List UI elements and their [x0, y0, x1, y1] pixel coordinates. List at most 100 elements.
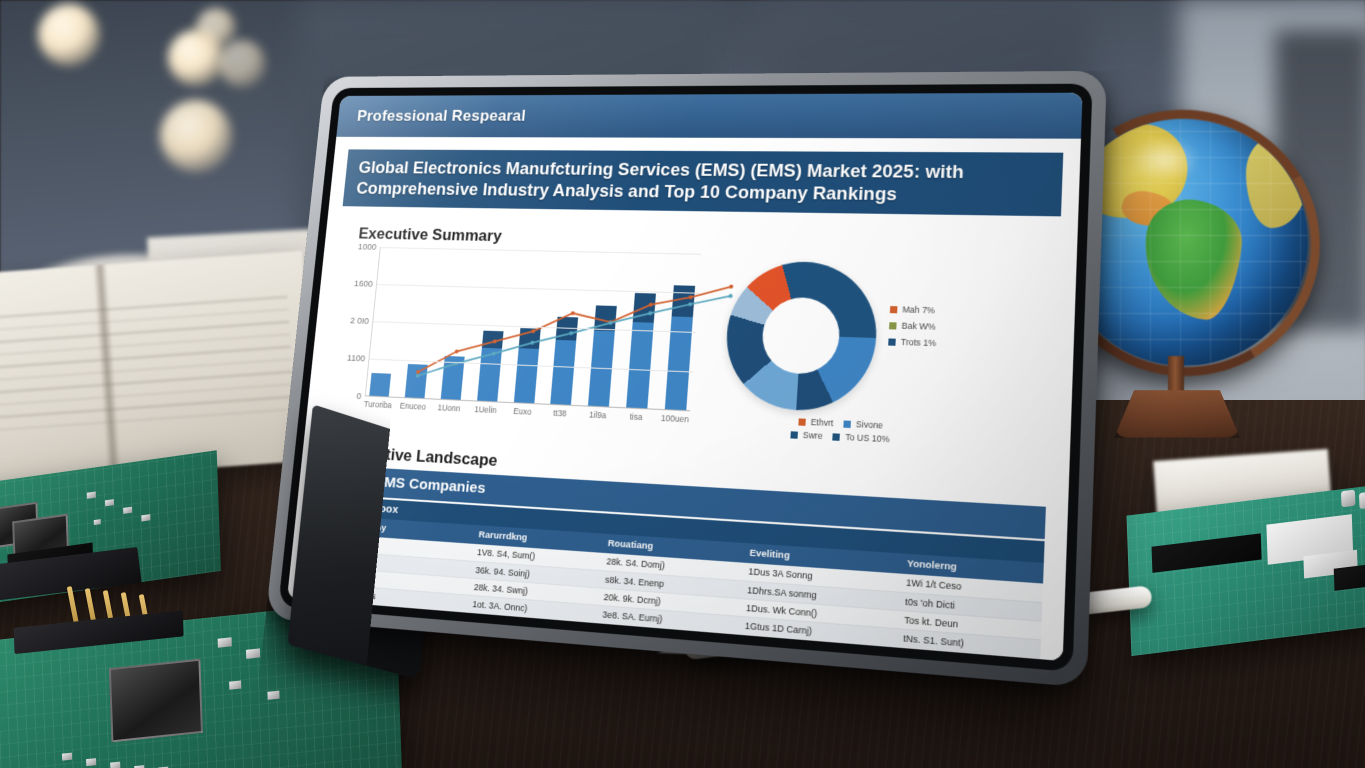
- legend-swatch: [889, 322, 897, 329]
- bar-chart-plot-area: [365, 247, 702, 411]
- smd-component: [87, 492, 96, 499]
- tablet-screen[interactable]: Professional Respearal Global Electronic…: [287, 93, 1083, 661]
- donut-chart: Mah 7% Bak W% Trots 1% Ethvrt Sivone Swre To …: [698, 254, 1006, 457]
- legend-swatch: [833, 433, 841, 441]
- table-body: 1. Ruotonos1V8. S4, Sum()28k. S4. Domj)1…: [299, 533, 1043, 661]
- table-cell: 1Wi 1/t Ceso: [897, 574, 1043, 603]
- legend-swatch: [790, 431, 798, 438]
- bar: [369, 373, 391, 397]
- table-column-header: Yonolerng: [898, 553, 1044, 583]
- smd-component: [229, 681, 241, 690]
- y-tick-label: 0: [356, 391, 362, 402]
- legend-label: Sivone: [856, 419, 884, 431]
- legend-swatch: [888, 338, 896, 345]
- y-tick-label: 1000: [358, 242, 377, 252]
- legend-swatch: [890, 306, 898, 313]
- y-tick-label: 1600: [354, 278, 373, 289]
- legend-label: Swre: [803, 430, 823, 441]
- legend-swatch: [843, 420, 851, 428]
- table-cell: 1Gtus 1D Carnj): [736, 616, 895, 647]
- legend-label: Ethvrt: [810, 417, 833, 428]
- legend-item: Swre: [790, 429, 823, 441]
- charts-row: 011002 0I016001000 TuroribaEnuceo1Uonn1U…: [321, 246, 1057, 466]
- tablet-device[interactable]: Professional Respearal Global Electronic…: [258, 62, 1098, 662]
- smd-component: [110, 762, 120, 768]
- smd-component: [141, 514, 150, 521]
- top10-companies-table: Rank / CompanyRarurrdkngRouatiangEveliti…: [299, 514, 1044, 661]
- line-marker: [492, 352, 496, 356]
- top10-table-block: Top 10 EMS Companies Feture Curloox Rank…: [299, 465, 1046, 661]
- line-marker: [530, 341, 534, 345]
- legend-swatch: [798, 418, 806, 425]
- legend-label: Bak W%: [901, 321, 936, 332]
- globe-base: [1114, 390, 1240, 438]
- table-cell: Teo. 0B. Sleot): [893, 648, 1040, 662]
- table-cell: 1Soas.0B Conn(): [735, 635, 894, 661]
- table-cell: t0s 'oh Dicti: [896, 592, 1042, 622]
- donut-legend-bottom: Ethvrt Sivone Swre To US 10%: [728, 413, 956, 451]
- table-cell: 1Dus. Wk Conn(): [737, 598, 896, 629]
- bokeh-light: [38, 4, 100, 66]
- smd-component: [218, 637, 232, 647]
- bokeh-light: [172, 112, 216, 156]
- legend-row: Ethvrt Sivone: [729, 413, 956, 434]
- legend-item: Bak W%: [889, 320, 937, 332]
- app-header-bar: Professional Respearal: [336, 93, 1082, 139]
- line-marker: [688, 295, 692, 299]
- notebook-ruled-lines: [0, 296, 297, 457]
- x-tick-label: Enuceo: [399, 401, 427, 412]
- legend-label: To US 10%: [845, 432, 890, 444]
- table-cell: 289. 3A. Soling: [591, 641, 735, 661]
- table-cell: 28k. S4. Domj): [598, 553, 741, 580]
- table-cell: 1Jaeo 2B. Corm(): [734, 653, 894, 661]
- line-marker: [569, 331, 573, 335]
- table-cell: 20k. 9k. Dcrnj): [595, 588, 738, 617]
- x-tick-label: 1Uonn: [435, 403, 463, 414]
- bar-segment-lower: [369, 373, 391, 397]
- line-series-path: [418, 288, 731, 389]
- table-cell: tNs. S1. Sunt): [894, 629, 1041, 660]
- y-tick-label: 1100: [347, 353, 366, 364]
- legend-item: Mah 7%: [890, 304, 938, 316]
- line-marker: [416, 374, 420, 378]
- line-marker: [648, 311, 652, 315]
- x-tick-label: tisa: [621, 411, 651, 422]
- x-tick-label: 1il9a: [583, 410, 612, 421]
- x-tick-label: tt38: [545, 408, 574, 419]
- main-processor-chip: [109, 659, 203, 743]
- line-marker: [493, 339, 497, 343]
- x-tick-label: Euxo: [508, 406, 537, 417]
- x-tick-label: Turoriba: [364, 399, 392, 410]
- table-cell: Spk. S1. Bwp0: [592, 623, 736, 653]
- y-tick-label: 2 0I0: [350, 315, 369, 326]
- donut-center-hole: [760, 297, 841, 376]
- table-cell: 1ot. 3A. Onnc): [464, 595, 595, 623]
- legend-item: Sivone: [843, 419, 883, 431]
- legend-item: Ethvrt: [798, 416, 834, 428]
- line-series-overlay: [406, 248, 743, 413]
- legend-item: Trots 1%: [888, 337, 936, 349]
- scene-root: Professional Respearal Global Electronic…: [0, 0, 1365, 768]
- smd-component: [94, 519, 101, 525]
- table-cell: 3AA. SA Soinj): [463, 613, 594, 641]
- table-column-header: Eveliting: [741, 543, 899, 574]
- brand-title: Professional Respearal: [356, 107, 526, 125]
- legend-row: Swre To US 10%: [728, 426, 955, 447]
- x-tick-label: 100uen: [660, 413, 690, 424]
- tablet-chassis: Professional Respearal Global Electronic…: [265, 71, 1106, 688]
- table-column-header: Rouatiang: [599, 534, 742, 563]
- table-cell: 256. 54 Soinj): [460, 648, 591, 661]
- table-cell: 3e8. SA. Eurnj): [594, 605, 737, 634]
- x-tick-label: 1Uelin: [471, 404, 499, 415]
- smd-component: [267, 691, 279, 700]
- table-cell: 233. 35. Soon(): [461, 630, 592, 659]
- table-cell: 1Dhrs.SA sonmg: [738, 580, 897, 610]
- legend-label: Mah 7%: [902, 305, 935, 316]
- table-cell: s8k. 34. Enenp: [597, 570, 740, 598]
- report-title: Global Electronics Manufcturing Services…: [355, 158, 1048, 208]
- report-page: Professional Respearal Global Electronic…: [287, 93, 1083, 661]
- legend-label: Trots 1%: [901, 337, 937, 348]
- capacitor: [1341, 490, 1355, 508]
- table-cell: 1Dus 3A Sonng: [740, 563, 898, 592]
- capacitor: [1359, 491, 1365, 509]
